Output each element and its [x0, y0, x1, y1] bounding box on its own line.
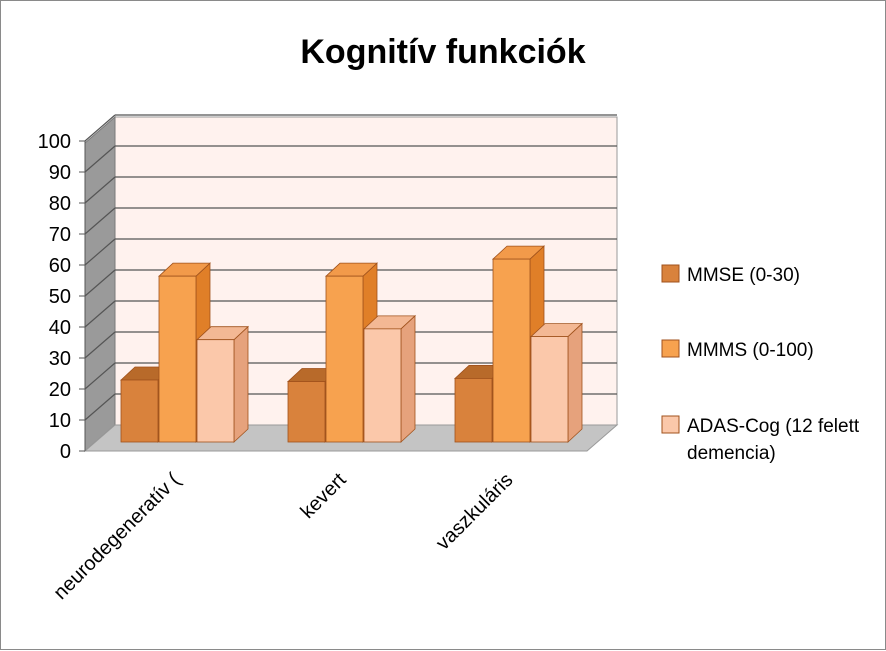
bar	[362, 314, 417, 443]
legend-swatch	[661, 415, 680, 434]
gridline-side	[84, 393, 116, 421]
legend-label: MMMS (0-100)	[687, 340, 814, 361]
bar-front	[325, 275, 364, 443]
side-wall	[84, 115, 116, 453]
y-tick-label: 40	[49, 317, 71, 339]
bar-front	[530, 336, 569, 443]
gridline-side	[84, 114, 116, 142]
y-tick-label: 0	[60, 441, 71, 463]
bar-front	[287, 381, 326, 443]
y-tick-label: 20	[49, 379, 71, 401]
y-tick-label: 70	[49, 224, 71, 246]
bar-side	[567, 322, 583, 443]
chart-title: Kognitív funkciók	[300, 33, 585, 71]
x-tick-label: vaszkuláris	[432, 469, 518, 555]
bar-front	[454, 378, 493, 443]
gridline-side	[84, 269, 116, 297]
x-tick-label: neurodegeneratív (	[49, 469, 184, 604]
y-tick-label: 100	[38, 131, 71, 153]
bar	[195, 325, 250, 443]
legend-entry: MMMS (0-100)	[661, 339, 814, 361]
legend-label: MMSE (0-30)	[687, 265, 800, 286]
bar-front	[363, 328, 402, 443]
y-tick-label: 80	[49, 193, 71, 215]
legend-entry: MMSE (0-30)	[661, 264, 800, 286]
bar	[529, 322, 584, 443]
x-tick-label: kevert	[296, 469, 350, 523]
bar-side	[233, 325, 249, 443]
legend-label: ADAS-Cog (12 felett demencia)	[687, 416, 860, 464]
legend-swatch	[661, 339, 680, 358]
y-tick-label: 60	[49, 255, 71, 277]
gridline-side	[84, 145, 116, 173]
bar-front	[196, 339, 235, 443]
gridline-side	[84, 300, 116, 328]
y-tick-label: 10	[49, 410, 71, 432]
bar-front	[492, 258, 531, 443]
y-tick-label: 30	[49, 348, 71, 370]
gridline-side	[84, 362, 116, 390]
gridline-side	[84, 176, 116, 204]
y-tick-label: 50	[49, 286, 71, 308]
bar-front	[120, 379, 159, 443]
legend-swatch	[661, 264, 680, 283]
y-tick-label: 90	[49, 162, 71, 184]
gridline-side	[84, 238, 116, 266]
bar-front	[158, 275, 197, 443]
bar-side	[400, 314, 416, 443]
legend-entry: ADAS-Cog (12 felett demencia)	[661, 415, 860, 464]
gridline-side	[84, 207, 116, 235]
gridline-side	[84, 331, 116, 359]
